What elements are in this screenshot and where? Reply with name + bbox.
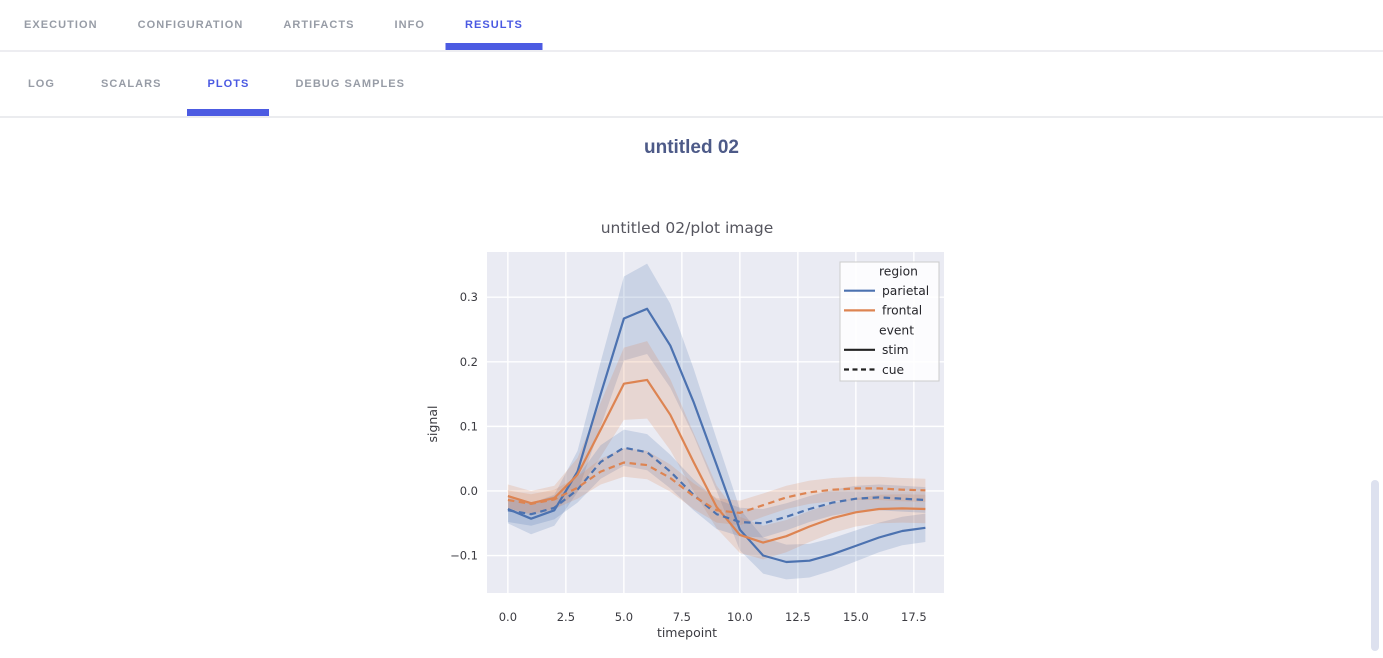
tab-execution[interactable]: EXECUTION: [24, 0, 98, 50]
band-frontal-stim: [507, 341, 926, 560]
band-parietal-cue: [507, 429, 926, 538]
x-tick-label: 7.5: [673, 610, 691, 624]
series-frontal-cue: [507, 461, 926, 514]
tab-label: INFO: [394, 19, 425, 31]
tab-label: RESULTS: [465, 19, 523, 31]
tab-label: EXECUTION: [24, 19, 98, 31]
x-tick-label: 5.0: [615, 610, 633, 624]
x-tick-label: 15.0: [843, 610, 869, 624]
series-frontal-stim: [507, 378, 926, 544]
x-tick-label: 2.5: [557, 610, 575, 624]
subtab-log[interactable]: LOG: [28, 52, 55, 116]
legend-label-cue: cue: [882, 363, 904, 377]
tab-configuration[interactable]: CONFIGURATION: [138, 0, 244, 50]
subtab-label: DEBUG SAMPLES: [295, 78, 406, 90]
plot-image[interactable]: untitled 02/plot image 0.0 2.5 5.0 7.5 10.0 12…: [415, 205, 975, 653]
vertical-scrollbar-thumb[interactable]: [1371, 480, 1379, 651]
x-tick-label: 10.0: [727, 610, 753, 624]
line-chart: untitled 02/plot image 0.0 2.5 5.0 7.5 10.0 12…: [425, 219, 944, 640]
x-tick-label: 0.0: [499, 610, 517, 624]
tab-label: CONFIGURATION: [137, 19, 244, 31]
y-tick-label: −0.1: [450, 549, 478, 563]
y-axis-label: signal: [425, 406, 440, 443]
subtab-label: LOG: [28, 78, 55, 90]
subtab-label: PLOTS: [207, 78, 250, 90]
series-parietal-stim: [507, 307, 926, 564]
tab-results[interactable]: RESULTS: [445, 0, 543, 50]
subtab-debug-samples[interactable]: DEBUG SAMPLES: [295, 52, 405, 116]
x-tick-label: 17.5: [901, 610, 927, 624]
x-axis-label: timepoint: [657, 625, 717, 640]
subtab-scalars[interactable]: SCALARS: [101, 52, 162, 116]
active-subtab-indicator: [187, 109, 270, 116]
y-tick-label: 0.1: [460, 419, 478, 433]
legend-label-parietal: parietal: [882, 284, 929, 298]
x-tick-label: 12.5: [785, 610, 811, 624]
legend-label-frontal: frontal: [882, 304, 922, 318]
legend-label-region: region: [879, 264, 918, 278]
subtab-plots[interactable]: PLOTS: [187, 52, 270, 116]
band-parietal-stim: [507, 263, 926, 580]
legend-label-event: event: [879, 323, 914, 337]
main-tab-bar: EXECUTION CONFIGURATION ARTIFACTS INFO R…: [0, 0, 1383, 52]
series-parietal-cue: [507, 446, 926, 525]
tab-label: ARTIFACTS: [283, 19, 355, 31]
results-sub-tab-bar: LOG SCALARS PLOTS DEBUG SAMPLES: [0, 52, 1383, 118]
chart-title: untitled 02/plot image: [601, 219, 774, 237]
y-tick-label: 0.0: [460, 484, 478, 498]
tab-info[interactable]: INFO: [395, 0, 425, 50]
y-tick-label: 0.2: [460, 355, 478, 369]
tab-artifacts[interactable]: ARTIFACTS: [283, 0, 354, 50]
legend-label-stim: stim: [882, 343, 909, 357]
y-tick-label: 0.3: [460, 290, 478, 304]
legend: region parietal frontal event stim cue: [839, 261, 940, 382]
active-tab-indicator: [445, 43, 543, 50]
plot-section-title: untitled 02: [643, 137, 739, 158]
subtab-label: SCALARS: [100, 78, 162, 90]
